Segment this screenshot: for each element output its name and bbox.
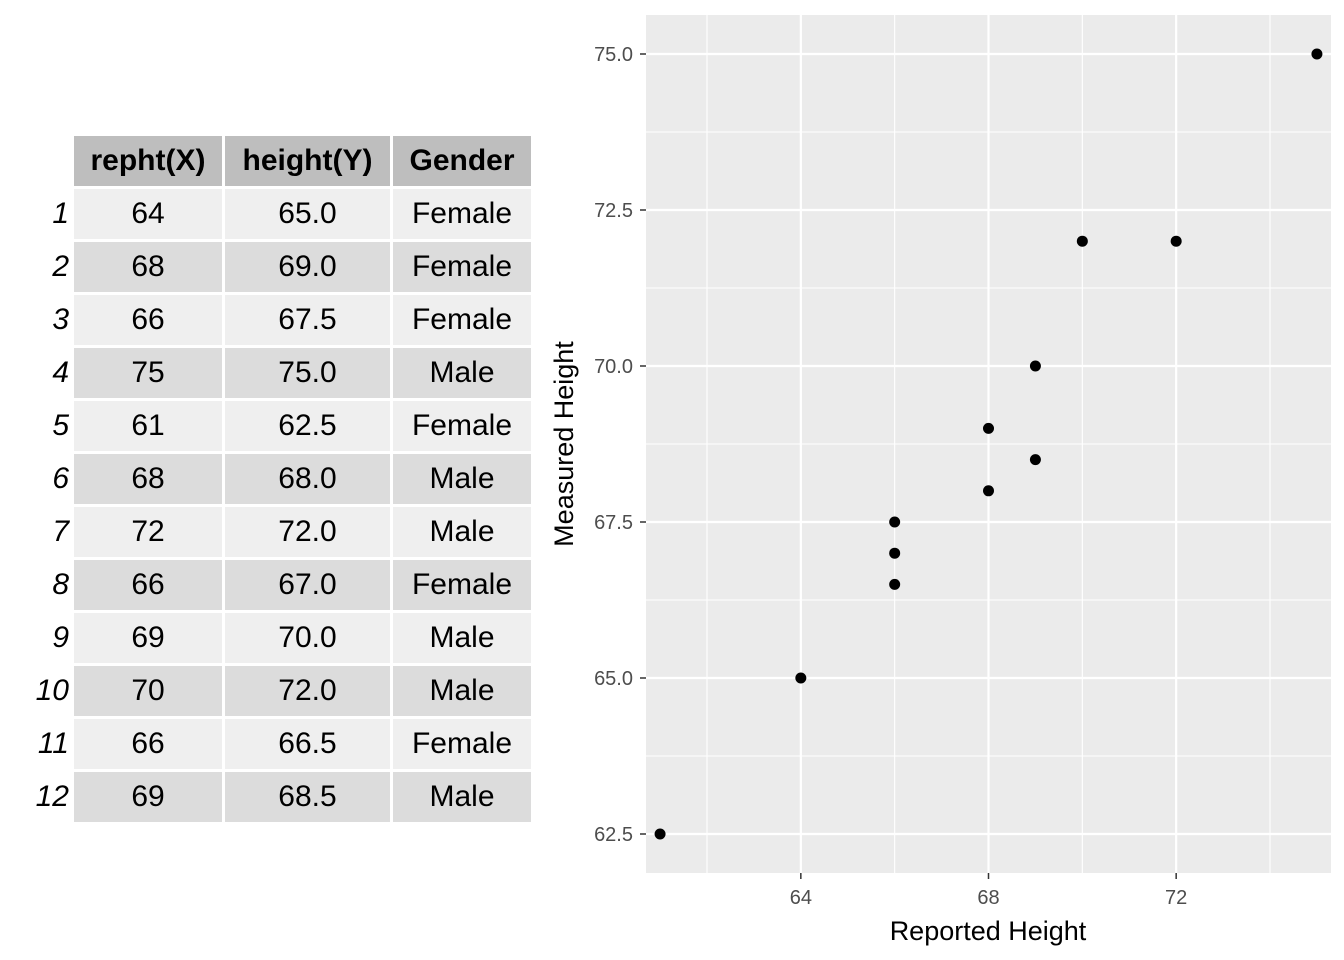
cell-height: 67.0 bbox=[225, 560, 390, 610]
x-tick-label: 72 bbox=[1165, 887, 1187, 909]
cell-height: 72.0 bbox=[225, 666, 390, 716]
table-row: 5 61 62.5 Female bbox=[19, 401, 531, 451]
cell-repht: 69 bbox=[74, 772, 222, 822]
cell-gender: Female bbox=[393, 295, 531, 345]
table-row: 4 75 75.0 Male bbox=[19, 348, 531, 398]
data-table: repht(X) height(Y) Gender 1 64 65.0 Female 2… bbox=[16, 133, 534, 825]
data-point bbox=[889, 578, 901, 590]
column-header-gender: Gender bbox=[393, 136, 531, 186]
cell-repht: 75 bbox=[74, 348, 222, 398]
data-point bbox=[654, 828, 666, 840]
cell-gender: Male bbox=[393, 613, 531, 663]
y-tick-label: 62.5 bbox=[594, 824, 633, 846]
row-number: 1 bbox=[52, 197, 69, 230]
table-row: 6 68 68.0 Male bbox=[19, 454, 531, 504]
cell-height: 62.5 bbox=[225, 401, 390, 451]
cell-height: 69.0 bbox=[225, 242, 390, 292]
cell-gender: Male bbox=[393, 507, 531, 557]
cell-height: 67.5 bbox=[225, 295, 390, 345]
column-header-repht: repht(X) bbox=[74, 136, 222, 186]
data-point bbox=[1029, 360, 1041, 372]
cell-repht: 69 bbox=[74, 613, 222, 663]
table-row: 7 72 72.0 Male bbox=[19, 507, 531, 557]
x-tick-label: 68 bbox=[977, 887, 999, 909]
data-point bbox=[983, 485, 994, 497]
data-point bbox=[1170, 235, 1182, 247]
cell-height: 72.0 bbox=[225, 507, 390, 557]
y-axis-title: Measured Height bbox=[549, 341, 579, 547]
cell-repht: 66 bbox=[74, 719, 222, 769]
axis-tick-labels: 64 68 72 62.5 65.0 67.5 70.0 72.5 75.0 bbox=[594, 44, 1187, 909]
row-number: 7 bbox=[52, 515, 69, 548]
cell-repht: 68 bbox=[74, 242, 222, 292]
cell-height: 68.0 bbox=[225, 454, 390, 504]
y-tick-label: 67.5 bbox=[594, 512, 633, 534]
table-row: 1 64 65.0 Female bbox=[19, 189, 531, 239]
table-row: 3 66 67.5 Female bbox=[19, 295, 531, 345]
data-points bbox=[654, 48, 1323, 840]
data-point bbox=[889, 516, 901, 528]
data-point bbox=[1311, 48, 1323, 60]
cell-gender: Female bbox=[393, 560, 531, 610]
row-number: 11 bbox=[37, 727, 69, 760]
cell-height: 68.5 bbox=[225, 772, 390, 822]
data-point bbox=[1076, 235, 1088, 247]
table-row: 9 69 70.0 Male bbox=[19, 613, 531, 663]
x-tick-label: 64 bbox=[790, 887, 812, 909]
cell-height: 65.0 bbox=[225, 189, 390, 239]
cell-repht: 72 bbox=[74, 507, 222, 557]
cell-height: 66.5 bbox=[225, 719, 390, 769]
table-row: 12 69 68.5 Male bbox=[19, 772, 531, 822]
cell-gender: Male bbox=[393, 666, 531, 716]
data-point bbox=[889, 547, 901, 559]
row-number: 6 bbox=[52, 462, 69, 495]
cell-gender: Female bbox=[393, 401, 531, 451]
axis-ticks bbox=[640, 53, 1177, 879]
row-number: 5 bbox=[52, 409, 69, 442]
row-number: 2 bbox=[52, 250, 69, 283]
data-point bbox=[983, 422, 994, 434]
x-axis-title: Reported Height bbox=[890, 916, 1087, 946]
row-number: 8 bbox=[52, 568, 69, 601]
table-row: 11 66 66.5 Female bbox=[19, 719, 531, 769]
row-number: 3 bbox=[52, 303, 69, 336]
row-number: 10 bbox=[35, 674, 69, 707]
y-tick-label: 70.0 bbox=[594, 356, 633, 378]
major-gridlines bbox=[646, 15, 1331, 873]
cell-repht: 68 bbox=[74, 454, 222, 504]
cell-gender: Male bbox=[393, 772, 531, 822]
table-header-row: repht(X) height(Y) Gender bbox=[19, 136, 531, 186]
cell-height: 75.0 bbox=[225, 348, 390, 398]
cell-gender: Female bbox=[393, 189, 531, 239]
cell-gender: Female bbox=[393, 242, 531, 292]
y-tick-label: 75.0 bbox=[594, 44, 633, 66]
cell-repht: 66 bbox=[74, 560, 222, 610]
y-tick-label: 72.5 bbox=[594, 200, 633, 222]
cell-height: 70.0 bbox=[225, 613, 390, 663]
data-point bbox=[795, 672, 807, 684]
cell-repht: 64 bbox=[74, 189, 222, 239]
cell-gender: Male bbox=[393, 454, 531, 504]
table-row: 10 70 72.0 Male bbox=[19, 666, 531, 716]
data-point bbox=[1029, 454, 1041, 466]
row-number: 9 bbox=[52, 621, 69, 654]
table-row: 8 66 67.0 Female bbox=[19, 560, 531, 610]
cell-repht: 66 bbox=[74, 295, 222, 345]
column-header-height: height(Y) bbox=[225, 136, 390, 186]
table-row: 2 68 69.0 Female bbox=[19, 242, 531, 292]
cell-gender: Male bbox=[393, 348, 531, 398]
cell-repht: 70 bbox=[74, 666, 222, 716]
cell-gender: Female bbox=[393, 719, 531, 769]
row-number: 12 bbox=[35, 780, 69, 813]
row-number: 4 bbox=[52, 356, 69, 389]
y-tick-label: 65.0 bbox=[594, 668, 633, 690]
cell-repht: 61 bbox=[74, 401, 222, 451]
